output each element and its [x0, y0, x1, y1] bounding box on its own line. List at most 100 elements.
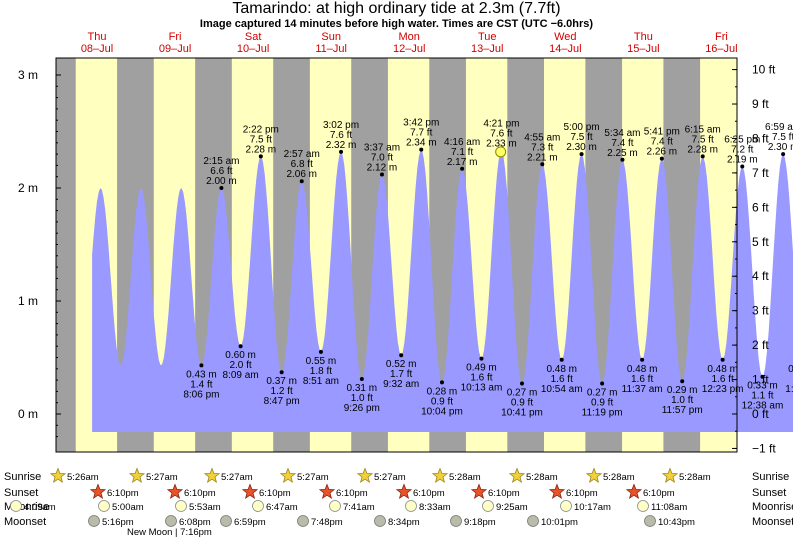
moonset-icon: [644, 515, 656, 527]
sunset-icon: [395, 483, 413, 500]
tide-point-low: [559, 357, 564, 362]
high-tide-feet: 7.6 ft: [490, 129, 512, 140]
low-tide-metres: 0.60 m: [225, 350, 256, 361]
sunrise-time: 5:27am: [297, 472, 329, 483]
moonset-icon: [88, 515, 100, 527]
day-date-label: 14–Jul: [549, 43, 581, 55]
day-date-label: 10–Jul: [237, 43, 269, 55]
moonset-icon: [450, 515, 462, 527]
moonset-icon: [374, 515, 386, 527]
high-tide-metres: 2.30 m: [566, 142, 597, 153]
tide-point-high: [540, 162, 545, 167]
moonrise-time: 6:47am: [266, 502, 298, 513]
tide-area: [92, 150, 793, 432]
tide-point-low: [600, 381, 605, 386]
low-tide-feet: 1.6 ft: [631, 374, 653, 385]
moonset-icon: [527, 515, 539, 527]
low-tide-metres: 0.28 m: [427, 386, 458, 397]
tide-point-high: [419, 147, 424, 152]
sunset-time: 6:10pm: [566, 488, 598, 499]
moonrise-time: 7:41am: [343, 502, 375, 513]
high-tide-time: 6:15 am: [685, 124, 721, 135]
high-tide-time: 5:41 pm: [644, 127, 680, 138]
right-axis-tick-label: 6 ft: [752, 200, 769, 214]
high-tide-metres: 2.17 m: [447, 157, 478, 168]
day-date-label: 09–Jul: [159, 43, 191, 55]
tide-point-high: [299, 179, 304, 184]
right-axis-tick-label: −1 ft: [752, 441, 776, 455]
low-tide-time: 9:26 pm: [344, 403, 380, 414]
moonrise-row-label-right: Moonrise: [752, 501, 793, 513]
low-tide-time: 9:32 am: [383, 379, 419, 390]
sunrise-icon: [128, 467, 146, 484]
high-tide-time: 4:55 am: [524, 132, 560, 143]
right-axis-tick-label: 2 ft: [752, 338, 769, 352]
day-name-label: Tue: [478, 31, 497, 43]
sunset-icon: [318, 483, 336, 500]
moonrise-time: 5:00am: [112, 502, 144, 513]
tide-point-low: [439, 380, 444, 385]
moonset-time: 5:16pm: [102, 517, 134, 528]
day-date-label: 08–Jul: [81, 43, 113, 55]
low-tide-metres: 0.27 m: [507, 387, 538, 398]
low-tide-metres: 0.48 m: [707, 364, 738, 375]
low-tide-feet: 2.0 ft: [229, 360, 251, 371]
low-tide-feet: 0.9 ft: [591, 397, 613, 408]
low-tide-metres: 0.31 m: [347, 383, 378, 394]
left-axis-tick-label: 0 m: [18, 407, 38, 421]
moonrise-icon: [252, 500, 264, 512]
low-tide-time: 8:09 am: [223, 370, 259, 381]
moonrise-time: 9:25am: [496, 502, 528, 513]
sunrise-icon: [508, 467, 526, 484]
left-axis-tick-label: 1 m: [18, 294, 38, 308]
low-tide-feet: 1.6 ft: [470, 373, 492, 384]
sunset-time: 6:10pm: [259, 488, 291, 499]
sunrise-icon: [203, 467, 221, 484]
plot-frame: [55, 57, 738, 453]
moonset-row-label-right: Moonset: [752, 516, 793, 528]
high-tide-metres: 2.34 m: [406, 138, 437, 149]
high-tide-metres: 2.28 m: [246, 144, 277, 155]
tide-point-high: [258, 154, 263, 159]
moonset-row-label-left: Moonset: [4, 516, 46, 528]
low-tide-time: 10:41 pm: [501, 407, 543, 418]
sunset-time: 6:10pm: [488, 488, 520, 499]
tide-point-low: [238, 344, 243, 349]
high-tide-metres: 2.06 m: [286, 169, 317, 180]
high-tide-metres: 2.32 m: [326, 140, 357, 151]
low-tide-metres: 0.52 m: [386, 359, 417, 370]
sunrise-icon: [431, 467, 449, 484]
day-name-label: Thu: [634, 31, 653, 43]
high-tide-feet: 7.3 ft: [531, 142, 553, 153]
high-tide-time: 3:02 pm: [323, 120, 359, 131]
low-tide-feet: 1.0 ft: [671, 395, 693, 406]
moonset-time: 7:48pm: [311, 517, 343, 528]
moonrise-time: 5:53am: [189, 502, 221, 513]
high-tide-time: 6:25 pm: [724, 135, 760, 146]
moonrise-time: 4:09am: [24, 502, 56, 513]
low-tide-time: 10:04 pm: [421, 406, 463, 417]
high-tide-feet: 6.8 ft: [291, 159, 313, 170]
high-tide-time: 6:59 am: [765, 122, 793, 133]
sunset-time: 6:10pm: [643, 488, 675, 499]
high-tide-time: 2:15 am: [203, 156, 239, 167]
moonrise-time: 10:17am: [574, 502, 611, 513]
day-name-label: Thu: [88, 31, 107, 43]
low-tide-metres: 0.43 m: [186, 369, 217, 380]
tide-point-low: [760, 374, 765, 379]
sunrise-time: 5:28am: [603, 472, 635, 483]
tide-point-low: [359, 376, 364, 381]
high-tide-time: 5:00 pm: [564, 122, 600, 133]
tide-point-high: [620, 157, 625, 162]
moonset-time: 10:01pm: [541, 517, 578, 528]
moonrise-time: 11:08am: [651, 502, 687, 513]
moonrise-icon: [482, 500, 494, 512]
low-tide-metres: 0.48 m: [546, 364, 577, 375]
low-tide-feet: 1.4 ft: [190, 379, 212, 390]
low-tide-feet: 1.8 ft: [310, 366, 332, 377]
sunrise-time: 5:27am: [221, 472, 253, 483]
low-tide-feet: 1.7 ft: [390, 369, 412, 380]
day-name-label: Wed: [554, 31, 576, 43]
sunrise-icon: [356, 467, 374, 484]
